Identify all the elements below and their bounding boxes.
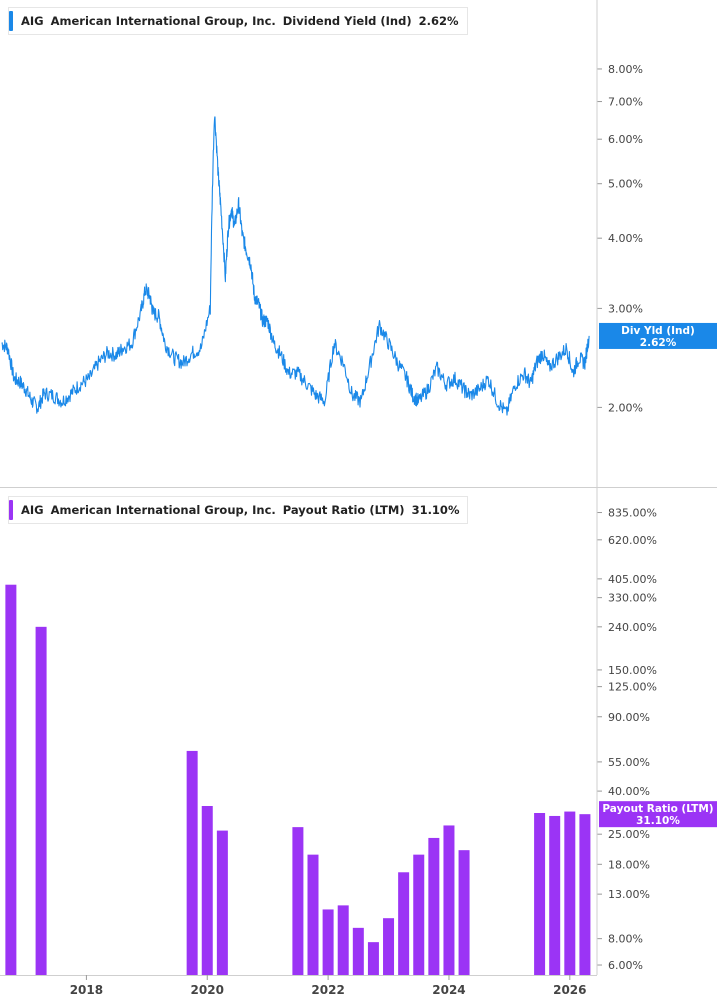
payout-badge-value: 31.10%: [636, 815, 680, 827]
y-tick-label: 240.00%: [608, 621, 657, 634]
y-tick-label: 25.00%: [608, 828, 650, 841]
payout-bar: [352, 927, 364, 975]
y-tick-label: 4.00%: [608, 232, 643, 245]
payout-badge: [599, 801, 717, 828]
x-tick-label: 2018: [70, 983, 103, 997]
y-tick-label: 2.00%: [608, 401, 643, 414]
payout-bar: [307, 854, 319, 975]
payout-bar: [337, 905, 349, 975]
payout-bar: [5, 584, 17, 975]
payout-bar: [579, 814, 591, 975]
legend-value: 31.10%: [411, 503, 460, 517]
y-tick-label: 55.00%: [608, 756, 650, 769]
x-tick-label: 2022: [311, 983, 344, 997]
payout-bar: [383, 918, 395, 975]
payout-badge-label: Payout Ratio (LTM): [602, 803, 713, 815]
x-tick-label: 2020: [191, 983, 224, 997]
dividend-yield-legend: AIG American International Group, Inc. D…: [8, 7, 468, 35]
y-tick-label: 330.00%: [608, 592, 657, 605]
legend-metric: Payout Ratio (LTM): [282, 503, 405, 517]
legend-value: 2.62%: [418, 14, 459, 28]
dividend-yield-panel: 8.00% 7.00% 6.00% 5.00% 4.00% 3.00% 2.00% Div Y…: [1, 63, 717, 416]
payout-bar: [216, 830, 228, 975]
legend-ticker: AIG: [21, 503, 44, 517]
legend-metric: Dividend Yield (Ind): [282, 14, 412, 28]
y-tick-label: 125.00%: [608, 681, 657, 694]
payout-bar: [322, 909, 334, 975]
payout-bar: [186, 750, 198, 975]
payout-bar: [534, 813, 546, 975]
x-tick-label: 2026: [553, 983, 586, 997]
x-tick-label: 2024: [432, 983, 465, 997]
y-tick-label: 6.00%: [608, 959, 643, 972]
payout-bar: [413, 854, 425, 975]
payout-ratio-legend: AIG American International Group, Inc. P…: [8, 496, 469, 524]
legend-company: American International Group, Inc.: [50, 14, 276, 28]
payout-bar: [458, 850, 470, 975]
yield-badge-value: 2.62%: [640, 337, 677, 349]
y-tick-label: 8.00%: [608, 933, 643, 946]
y-tick-label: 90.00%: [608, 711, 650, 724]
y-tick-label: 835.00%: [608, 507, 657, 520]
payout-bar: [428, 837, 440, 975]
y-tick-label: 620.00%: [608, 534, 657, 547]
payout-bar: [201, 805, 213, 975]
yield-badge: [599, 322, 717, 349]
legend-company: American International Group, Inc.: [50, 503, 276, 517]
legend-ticker: AIG: [21, 14, 44, 28]
payout-bar: [35, 626, 47, 975]
y-tick-label: 8.00%: [608, 63, 643, 76]
payout-bar: [549, 815, 561, 975]
payout-series-swatch: [9, 500, 13, 520]
y-tick-label: 40.00%: [608, 785, 650, 798]
payout-bar: [292, 827, 304, 975]
y-tick-label: 13.00%: [608, 888, 650, 901]
payout-bar: [443, 825, 455, 975]
y-tick-label: 18.00%: [608, 858, 650, 871]
yield-badge-label: Div Yld (Ind): [621, 325, 695, 337]
y-tick-label: 6.00%: [608, 133, 643, 146]
payout-bar: [398, 872, 410, 975]
y-tick-label: 5.00%: [608, 178, 643, 191]
y-tick-label: 7.00%: [608, 96, 643, 109]
y-tick-label: 3.00%: [608, 302, 643, 315]
yield-series-swatch: [9, 11, 13, 31]
payout-ratio-panel: 835.00% 620.00% 405.00% 330.00% 240.00% 150.0…: [5, 507, 717, 975]
y-tick-label: 405.00%: [608, 573, 657, 586]
payout-bar: [367, 942, 379, 975]
dividend-yield-line: [1, 116, 590, 416]
y-tick-label: 150.00%: [608, 664, 657, 677]
payout-bar: [564, 811, 576, 975]
